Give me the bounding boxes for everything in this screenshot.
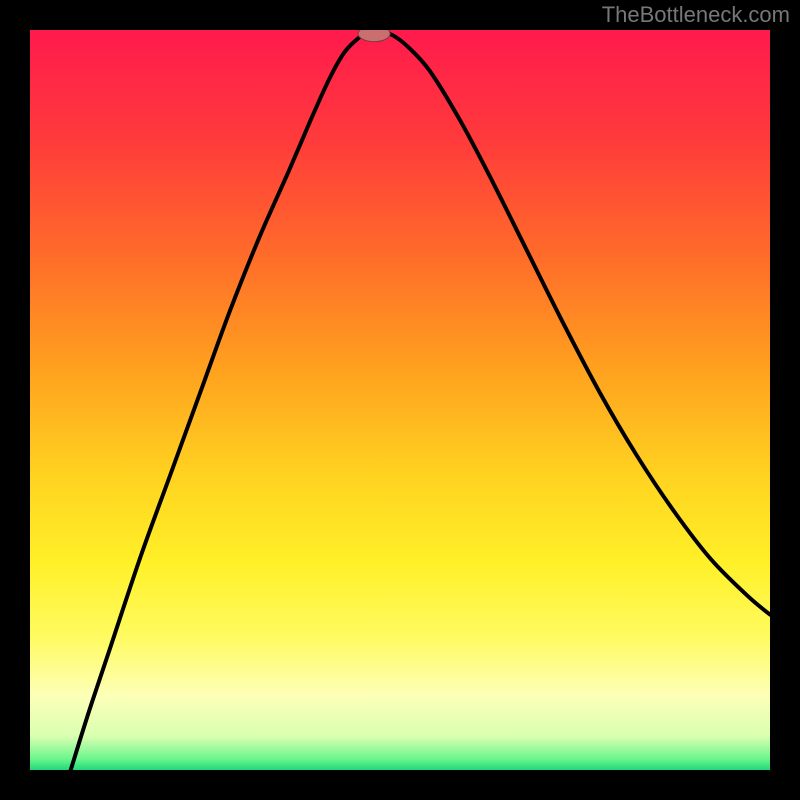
chart-svg [30,30,770,770]
chart-container: TheBottleneck.com [0,0,800,800]
optimum-marker [358,30,390,42]
gradient-background [30,30,770,770]
watermark-text: TheBottleneck.com [602,2,790,28]
